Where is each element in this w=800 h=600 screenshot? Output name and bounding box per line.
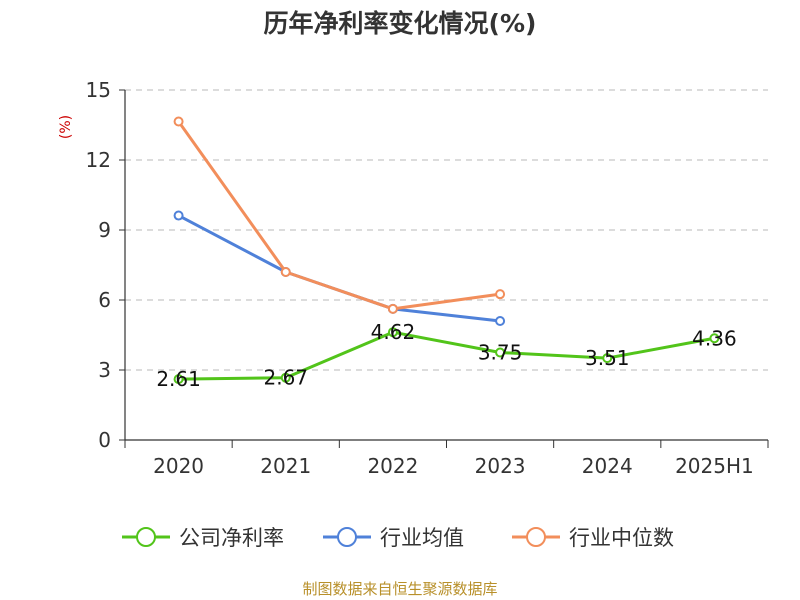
data-point xyxy=(387,327,398,338)
data-point xyxy=(280,267,291,277)
legend-label: 行业均值 xyxy=(380,526,464,550)
x-tick-label: 2023 xyxy=(475,454,526,478)
data-point xyxy=(495,289,506,300)
series-line xyxy=(177,120,501,311)
data-label: 4.62 xyxy=(371,320,416,344)
y-tick-label: 3 xyxy=(98,358,111,382)
data-point xyxy=(602,353,613,364)
x-tick-labels: 2020 2021 2022 2023 2024 2025H1 xyxy=(153,454,754,478)
y-tick-label: 0 xyxy=(98,428,111,452)
x-tick-label: 2024 xyxy=(582,454,633,478)
y-tick-label: 6 xyxy=(98,288,111,312)
data-label: 2.67 xyxy=(263,366,308,390)
y-tick-label: 9 xyxy=(98,218,111,242)
axes xyxy=(119,89,769,448)
data-label: 2.61 xyxy=(156,367,201,391)
series-line xyxy=(178,330,715,381)
x-tick-label: 2025H1 xyxy=(675,454,754,478)
legend-label: 行业中位数 xyxy=(569,526,674,550)
data-labels: 2.61 2.67 4.62 3.75 3.51 4.36 xyxy=(156,320,736,391)
data-point xyxy=(709,333,720,344)
legend[interactable]: 公司净利率 行业均值 行业中位数 xyxy=(122,526,674,550)
data-point xyxy=(173,374,184,385)
data-point xyxy=(173,210,184,221)
y-axis-unit: (%) xyxy=(58,115,74,139)
data-point xyxy=(387,303,398,314)
x-tick-label: 2022 xyxy=(367,454,418,478)
legend-marker xyxy=(526,527,546,547)
data-label: 3.51 xyxy=(585,346,630,370)
grid-lines xyxy=(125,89,768,371)
data-label: 4.36 xyxy=(692,326,737,350)
data-point xyxy=(280,372,291,383)
legend-item[interactable]: 公司净利率 xyxy=(122,526,284,550)
legend-marker xyxy=(337,527,357,547)
data-point xyxy=(495,316,506,326)
series-lines xyxy=(173,116,720,385)
x-tick-label: 2021 xyxy=(260,454,311,478)
data-point xyxy=(173,116,184,127)
data-label: 3.75 xyxy=(478,341,523,365)
y-tick-labels: 0 3 6 9 12 15 xyxy=(86,78,111,452)
x-tick-label: 2020 xyxy=(153,454,204,478)
source-note: 制图数据来自恒生聚源数据库 xyxy=(302,580,497,598)
chart-title: 历年净利率变化情况(%) xyxy=(264,9,537,38)
legend-item[interactable]: 行业中位数 xyxy=(512,526,674,550)
y-tick-label: 15 xyxy=(86,78,111,102)
y-tick-label: 12 xyxy=(86,148,111,172)
data-point xyxy=(495,347,506,358)
legend-item[interactable]: 行业均值 xyxy=(323,526,464,550)
legend-label: 公司净利率 xyxy=(179,526,284,550)
series-line xyxy=(177,214,501,323)
legend-marker xyxy=(136,527,156,547)
